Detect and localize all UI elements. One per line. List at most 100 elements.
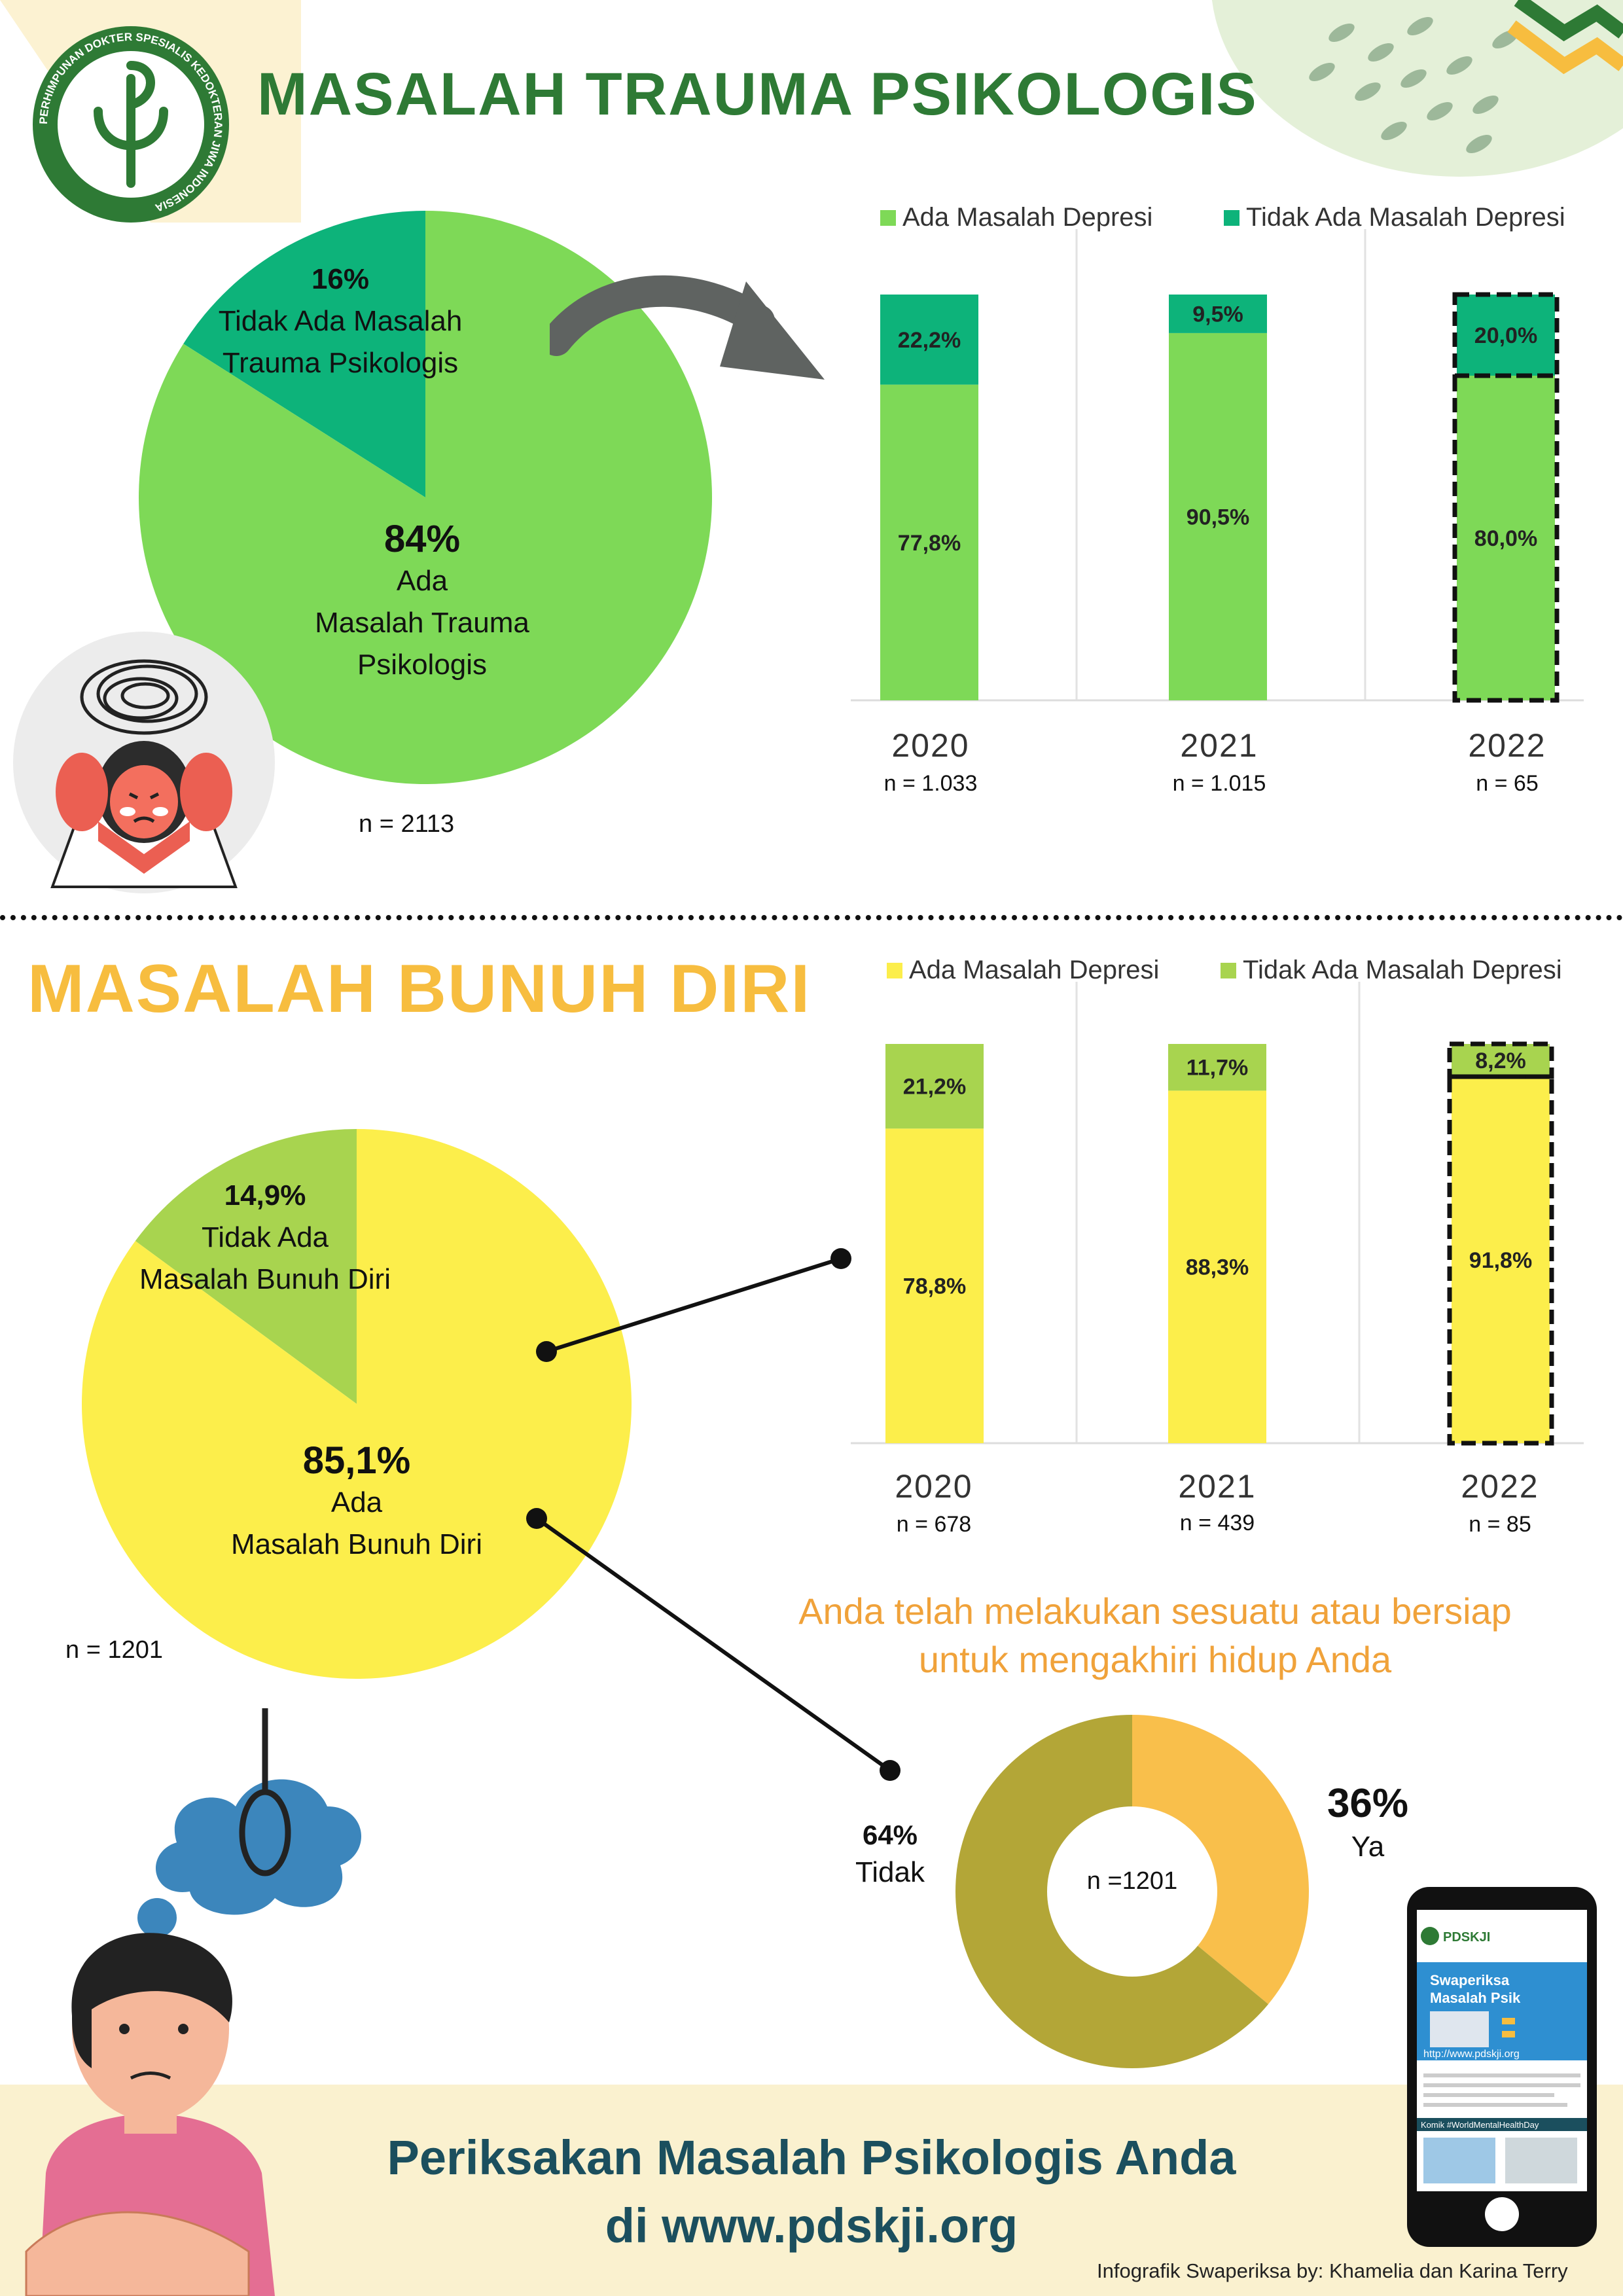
- trauma-legend-ada: Ada Masalah Depresi: [880, 203, 1152, 232]
- donut-question-line2: untuk mengakhiri hidup Anda: [918, 1639, 1392, 1680]
- suicide-n-2021: n = 439: [1179, 1511, 1255, 1535]
- bars2-label-ada-2020: 78,8%: [903, 1274, 966, 1299]
- bars2-label-tidak-2022: 8,2%: [1475, 1049, 1526, 1073]
- suicide-pie-n: n = 1201: [65, 1636, 163, 1664]
- suicide-slice-minor-label: 14,9% Tidak Ada Masalah Bunuh Diri: [118, 1175, 412, 1300]
- trauma-pie-chart: [138, 211, 712, 784]
- suicide-slice-major-label: 85,1% Ada Masalah Bunuh Diri: [209, 1440, 504, 1566]
- legend-label-tidak-2: Tidak Ada Masalah Depresi: [1243, 956, 1562, 984]
- legend-swatch-tidak-2: [1221, 962, 1236, 978]
- phone-komik: Komik #WorldMentalHealthDay: [1421, 2120, 1539, 2130]
- pie2-slice-1: [81, 1129, 632, 1679]
- donut-ya-label: 36% Ya: [1315, 1780, 1420, 1863]
- pie1-slice-1: [138, 211, 712, 784]
- trauma-year-2021: 2021: [1180, 727, 1258, 764]
- bars2-label-tidak-2020: 21,2%: [903, 1075, 966, 1100]
- phone-brand: PDSKJI: [1443, 1930, 1490, 1945]
- suicide-stacked-bar-chart: 21,2% 78,8% 11,7% 88,3% 8,2% 91,8%: [851, 982, 1584, 1446]
- pdskji-logo: PERHIMPUNAN DOKTER SPESIALIS KEDOKTERAN …: [33, 26, 229, 223]
- trauma-pie-n: n = 2113: [359, 810, 455, 838]
- suicide-year-2022: 2022: [1461, 1468, 1539, 1505]
- section2-title: MASALAH BUNUH DIRI: [27, 951, 812, 1027]
- pie1-slice-0: [183, 211, 425, 497]
- trauma-minor-line2: Trauma Psikologis: [222, 347, 459, 379]
- suicide-pie-chart: [81, 1129, 632, 1679]
- trauma-major-pct: 84%: [383, 518, 461, 560]
- legend-label-tidak: Tidak Ada Masalah Depresi: [1246, 203, 1565, 232]
- suicide-legend-ada: Ada Masalah Depresi: [887, 956, 1159, 985]
- legend-swatch-ada-2: [887, 962, 902, 978]
- zigzag-green-decoration: [1514, 0, 1623, 42]
- connector-to-bars: [546, 1257, 842, 1354]
- pie2-slice-0: [135, 1129, 357, 1404]
- trauma-year-2020: 2020: [891, 727, 970, 764]
- section-divider: [0, 915, 1623, 920]
- bars2-bar-tidak-2020: [885, 1044, 984, 1129]
- bars2-highlight-ada-2022: [1447, 1074, 1554, 1446]
- curved-arrow-decoration: [550, 275, 825, 380]
- donut-question-line1: Anda telah melakukan sesuatu atau bersia…: [798, 1590, 1512, 1632]
- bars2-bar-ada-2021: [1168, 1090, 1266, 1443]
- suicide-year-2020: 2020: [895, 1468, 973, 1505]
- footer-cta-line2[interactable]: di www.pdskji.org: [605, 2198, 1018, 2253]
- trauma-slice-minor-label: 16% Tidak Ada Masalah Trauma Psikologis: [196, 259, 484, 384]
- donut-tidak-label: 64% Tidak: [844, 1820, 936, 1889]
- trauma-slice-major-label: 84% Ada Masalah Trauma Psikologis: [281, 518, 563, 686]
- trauma-legend-tidak: Tidak Ada Masalah Depresi: [1224, 203, 1565, 232]
- mint-blob-decoration: [1212, 0, 1623, 177]
- donut-ya-pct: 36%: [1327, 1781, 1409, 1826]
- donut-center-label: n =1201: [1087, 1867, 1177, 1895]
- trauma-major-line2: Masalah Trauma: [315, 607, 529, 639]
- suicide-n-2020: n = 678: [896, 1512, 972, 1537]
- bars1-label-tidak-2022: 20,0%: [1474, 323, 1537, 348]
- stressed-person-illustration: [13, 632, 275, 893]
- bars1-bar-ada-2021: [1169, 332, 1267, 700]
- suicide-n-2022: n = 85: [1469, 1512, 1531, 1537]
- suicide-major-pct: 85,1%: [302, 1439, 411, 1482]
- trauma-n-2022: n = 65: [1476, 771, 1539, 796]
- donut-hole: [1047, 1806, 1217, 1977]
- suicide-year-2021: 2021: [1178, 1468, 1257, 1505]
- bars1-label-tidak-2020: 22,2%: [898, 328, 961, 353]
- trauma-n-2020: n = 1.033: [883, 771, 978, 796]
- suicide-major-line2: Masalah Bunuh Diri: [231, 1528, 482, 1560]
- bars1-bar-tidak-2020: [880, 295, 978, 385]
- donut-ya-text: Ya: [1351, 1831, 1385, 1863]
- zigzag-yellow-decoration: [1507, 20, 1623, 75]
- trauma-n-2021: n = 1.015: [1172, 771, 1266, 796]
- phone-mockup: PDSKJI Swaperiksa Masalah Psik http://ww…: [1407, 1887, 1597, 2247]
- bars2-bar-ada-2022: [1452, 1077, 1550, 1443]
- phone-headline-2: Masalah Psik: [1430, 1990, 1521, 2006]
- bars1-label-ada-2020: 77,8%: [898, 531, 961, 556]
- footer-cta: Periksakan Masalah Psikologis Anda di ww…: [275, 2124, 1348, 2260]
- trauma-minor-line1: Tidak Ada Masalah: [218, 305, 463, 337]
- bars1-bar-tidak-2021: [1169, 295, 1267, 333]
- bars1-bar-tidak-2022: [1457, 295, 1555, 376]
- bars1-label-ada-2022: 80,0%: [1474, 526, 1537, 551]
- legend-label-ada: Ada Masalah Depresi: [902, 203, 1153, 232]
- trauma-major-line3: Psikologis: [357, 649, 488, 681]
- thought-cloud: [155, 1779, 362, 1915]
- donut-question: Anda telah melakukan sesuatu atau bersia…: [753, 1587, 1558, 1684]
- legend-label-ada-2: Ada Masalah Depresi: [909, 956, 1160, 984]
- bars1-highlight-tidak-2022: [1452, 292, 1560, 378]
- donut-slice-ya: [1132, 1715, 1309, 2005]
- footer-credit: Infografik Swaperiksa by: Khamelia dan K…: [1097, 2259, 1568, 2282]
- suicide-minor-line1: Tidak Ada: [201, 1221, 329, 1253]
- bars1-bar-ada-2022: [1457, 376, 1555, 700]
- bars2-bar-ada-2020: [885, 1128, 984, 1443]
- bars1-label-tidak-2021: 9,5%: [1192, 302, 1243, 327]
- connector-dot-2: [830, 1248, 851, 1269]
- suicide-legend-tidak: Tidak Ada Masalah Depresi: [1221, 956, 1562, 985]
- bars1-bar-ada-2020: [880, 384, 978, 700]
- thinking-person-illustration: [25, 1708, 362, 2296]
- connector-dot-4: [880, 1760, 901, 1781]
- legend-swatch-tidak: [1224, 209, 1240, 226]
- connector-to-donut: [535, 1516, 891, 1772]
- trauma-major-line1: Ada: [396, 565, 448, 597]
- bars2-label-ada-2022: 91,8%: [1469, 1248, 1532, 1273]
- footer-cta-line1: Periksakan Masalah Psikologis Anda: [387, 2130, 1236, 2185]
- leaf-pattern-decoration: [1309, 17, 1518, 153]
- trauma-stacked-bar-chart: 22,2% 77,8% 9,5% 90,5% 20,0% 80,0%: [851, 229, 1584, 703]
- bars2-bar-tidak-2021: [1168, 1044, 1266, 1091]
